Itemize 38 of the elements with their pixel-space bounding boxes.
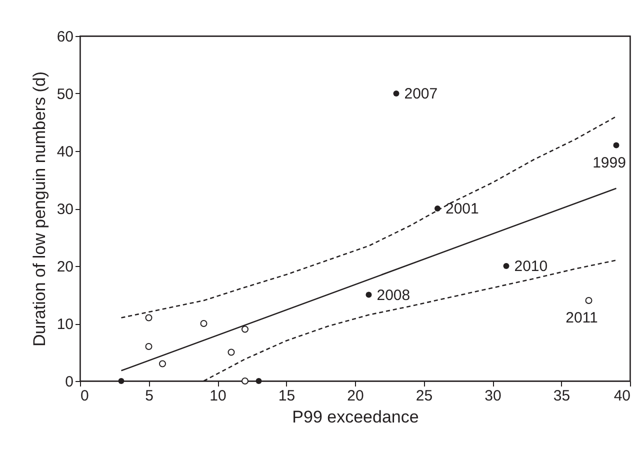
point [256,378,262,384]
point [366,292,372,298]
x-tick-label: 20 [347,388,364,404]
annotation: 2008 [376,286,410,304]
point [613,142,620,148]
point [145,314,152,322]
x-tick-label: 25 [416,388,433,404]
point [228,348,235,356]
y-tick-label: 10 [56,316,74,333]
point [585,297,592,304]
point [159,360,166,368]
x-tick-label: 15 [278,388,296,404]
x-tick-label: 5 [145,388,154,404]
y-tick-label: 0 [65,374,74,390]
point [393,90,400,96]
point [118,378,124,384]
point [242,378,248,384]
x-tick-label: 35 [553,388,570,404]
y-tick-label: 60 [56,28,74,46]
annotation: 1999 [592,154,626,172]
x-axis-title: P99 exceedance [292,408,419,426]
point [503,263,510,269]
y-tick-label: 50 [56,86,74,103]
x-tick-label: 30 [484,388,502,404]
annotation: 2011 [566,310,598,326]
y-axis-title: Duration of low penguin numbers (d) [30,72,49,346]
point [200,320,208,327]
x-tick-label: 10 [210,388,226,404]
y-tick-label: 40 [56,144,74,160]
annotation: 2007 [404,86,438,102]
y-tick-label: 20 [56,258,74,276]
annotation: 2001 [446,200,479,218]
y-tick-label: 30 [56,201,74,218]
x-tick-label: 40 [614,388,630,404]
x-tick-label: 0 [80,388,89,404]
annotation: 2010 [514,258,548,275]
point [242,326,248,333]
point [145,343,152,350]
